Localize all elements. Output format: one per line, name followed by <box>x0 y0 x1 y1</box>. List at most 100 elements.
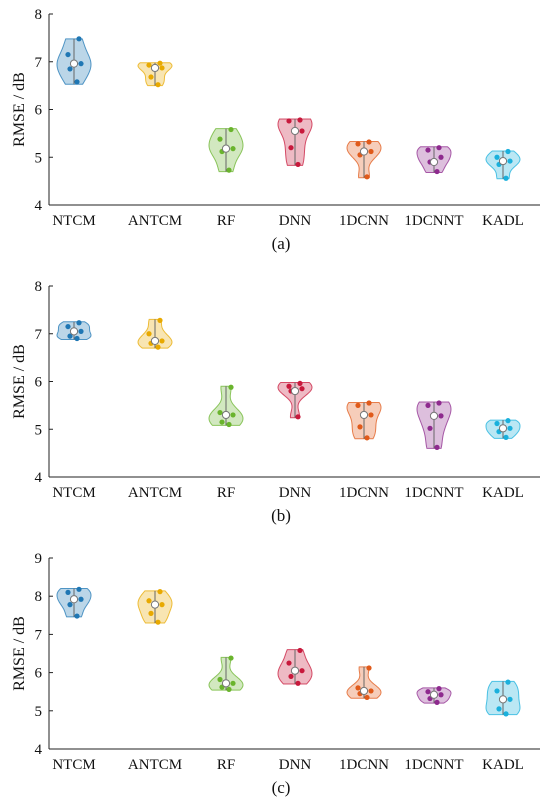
data-point <box>436 400 442 406</box>
violin-1dcnn <box>346 139 382 180</box>
data-point <box>496 706 502 712</box>
x-tick-label: RF <box>217 213 235 229</box>
data-point <box>299 668 305 674</box>
data-point <box>505 679 511 685</box>
data-point <box>286 660 292 666</box>
x-tick-label: DNN <box>279 485 312 501</box>
data-point <box>436 686 442 692</box>
data-point <box>364 435 370 441</box>
data-point <box>494 154 500 160</box>
data-point <box>78 328 84 334</box>
data-point <box>297 647 303 654</box>
violin-antcm <box>137 589 173 625</box>
data-point <box>436 145 442 151</box>
x-tick-label: 1DCNN <box>339 213 389 229</box>
median-marker <box>359 686 369 696</box>
violin-rf <box>208 655 244 693</box>
x-tick-label: NTCM <box>52 213 95 229</box>
data-point <box>228 126 234 133</box>
data-point <box>434 168 440 175</box>
data-point <box>217 136 223 142</box>
data-point <box>155 82 161 88</box>
x-tick-label: KADL <box>482 213 524 229</box>
data-point <box>76 36 82 42</box>
data-point <box>148 74 154 80</box>
data-point <box>157 589 163 595</box>
x-tick-label: RF <box>217 485 235 501</box>
violin-kadl <box>485 418 521 440</box>
median-marker <box>429 157 439 167</box>
y-tick-label: 4 <box>35 198 43 214</box>
x-tick-label: KADL <box>482 757 524 773</box>
x-tick-label: DNN <box>279 757 312 773</box>
x-tick-label: NTCM <box>52 485 95 501</box>
data-point <box>226 686 232 693</box>
violin-antcm <box>137 60 173 88</box>
data-point <box>366 139 372 145</box>
violin-ntcm <box>56 586 92 619</box>
data-point <box>295 161 301 168</box>
data-point <box>228 655 234 661</box>
y-tick-label: 6 <box>35 375 43 391</box>
violin-dnn <box>277 647 313 686</box>
data-point <box>146 331 152 337</box>
x-tick-label: NTCM <box>52 757 95 773</box>
data-point <box>65 589 71 595</box>
data-point <box>425 402 431 408</box>
chart-panel-3: 4 5 6 7 8 9 RMSE / dB NTCM ANTCM RF DNN 1DCNN 1DCNNT… <box>11 551 540 797</box>
data-point <box>505 148 511 155</box>
data-point <box>366 665 372 671</box>
data-point <box>155 344 161 350</box>
y-axis-title: RMSE / dB <box>11 344 28 419</box>
data-point <box>230 680 236 686</box>
x-tick-label: ANTCM <box>128 757 182 773</box>
data-point <box>288 145 294 151</box>
data-point <box>288 673 294 680</box>
panel-caption: (b) <box>271 506 291 525</box>
x-tick-label: ANTCM <box>128 213 182 229</box>
data-point <box>286 383 292 389</box>
median-marker <box>359 147 369 156</box>
violin-1dcnnt <box>416 400 452 450</box>
data-point <box>217 676 223 683</box>
data-point <box>78 596 84 602</box>
data-point <box>366 400 372 406</box>
data-point <box>146 598 152 604</box>
data-point <box>74 79 80 85</box>
median-marker <box>359 410 369 420</box>
data-point <box>219 419 225 425</box>
median-marker <box>498 156 508 166</box>
data-point <box>297 117 303 123</box>
data-point <box>159 65 165 71</box>
violin-rf <box>208 126 244 173</box>
data-point <box>505 418 511 424</box>
data-point <box>148 610 154 616</box>
data-point <box>425 147 431 153</box>
data-point <box>157 317 163 323</box>
data-point <box>297 380 303 387</box>
violin-dnn <box>277 380 313 420</box>
data-point <box>368 688 374 694</box>
data-point <box>65 51 71 58</box>
data-point <box>295 680 301 686</box>
violin-1dcnnt <box>416 145 452 175</box>
data-point <box>74 613 80 619</box>
x-tick-label: 1DCNNT <box>404 485 463 501</box>
data-point <box>230 412 236 418</box>
median-marker <box>429 690 439 699</box>
data-point <box>364 174 370 180</box>
data-point <box>230 146 236 152</box>
x-tick-label: RF <box>217 757 235 773</box>
data-point <box>357 424 363 430</box>
y-tick-label: 5 <box>35 150 43 166</box>
data-point <box>427 425 433 431</box>
violin-1dcnn <box>346 665 382 701</box>
violin-1dcnn <box>346 400 382 441</box>
data-point <box>503 175 509 181</box>
y-axis-title: RMSE / dB <box>11 72 28 147</box>
x-tick-label: 1DCNN <box>339 757 389 773</box>
median-marker <box>290 126 300 136</box>
data-point <box>507 696 513 702</box>
violin-kadl <box>485 679 521 717</box>
